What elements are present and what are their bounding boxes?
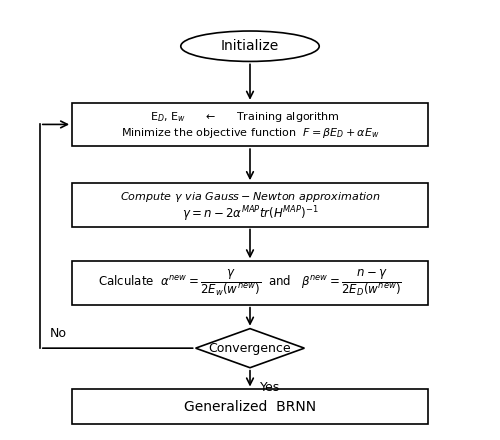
FancyBboxPatch shape: [72, 183, 428, 227]
Text: E$_D$, E$_w$      ←      Training algorithm: E$_D$, E$_w$ ← Training algorithm: [150, 110, 340, 124]
Ellipse shape: [181, 31, 319, 62]
Text: Initialize: Initialize: [221, 39, 279, 53]
Text: Convergence: Convergence: [208, 342, 292, 355]
Text: Minimize the objective function  $F = \beta E_D + \alpha E_w$: Minimize the objective function $F = \be…: [121, 126, 379, 140]
Text: Calculate  $\alpha^{new} = \dfrac{\gamma}{2E_w(w^{new})}$  and   $\beta^{new} = : Calculate $\alpha^{new} = \dfrac{\gamma}…: [98, 268, 402, 298]
Polygon shape: [196, 329, 304, 368]
Text: Yes: Yes: [260, 381, 280, 394]
FancyBboxPatch shape: [72, 103, 428, 146]
FancyBboxPatch shape: [72, 261, 428, 305]
Text: $\gamma = n - 2\alpha^{MAP}tr(H^{MAP})^{-1}$: $\gamma = n - 2\alpha^{MAP}tr(H^{MAP})^{…: [182, 205, 318, 224]
Text: $\it{Compute\ \gamma\ via\ Gauss - Newton\ approximation}$: $\it{Compute\ \gamma\ via\ Gauss - Newto…: [120, 190, 380, 204]
Text: Generalized  BRNN: Generalized BRNN: [184, 400, 316, 414]
FancyBboxPatch shape: [72, 389, 428, 424]
Text: No: No: [50, 327, 67, 341]
